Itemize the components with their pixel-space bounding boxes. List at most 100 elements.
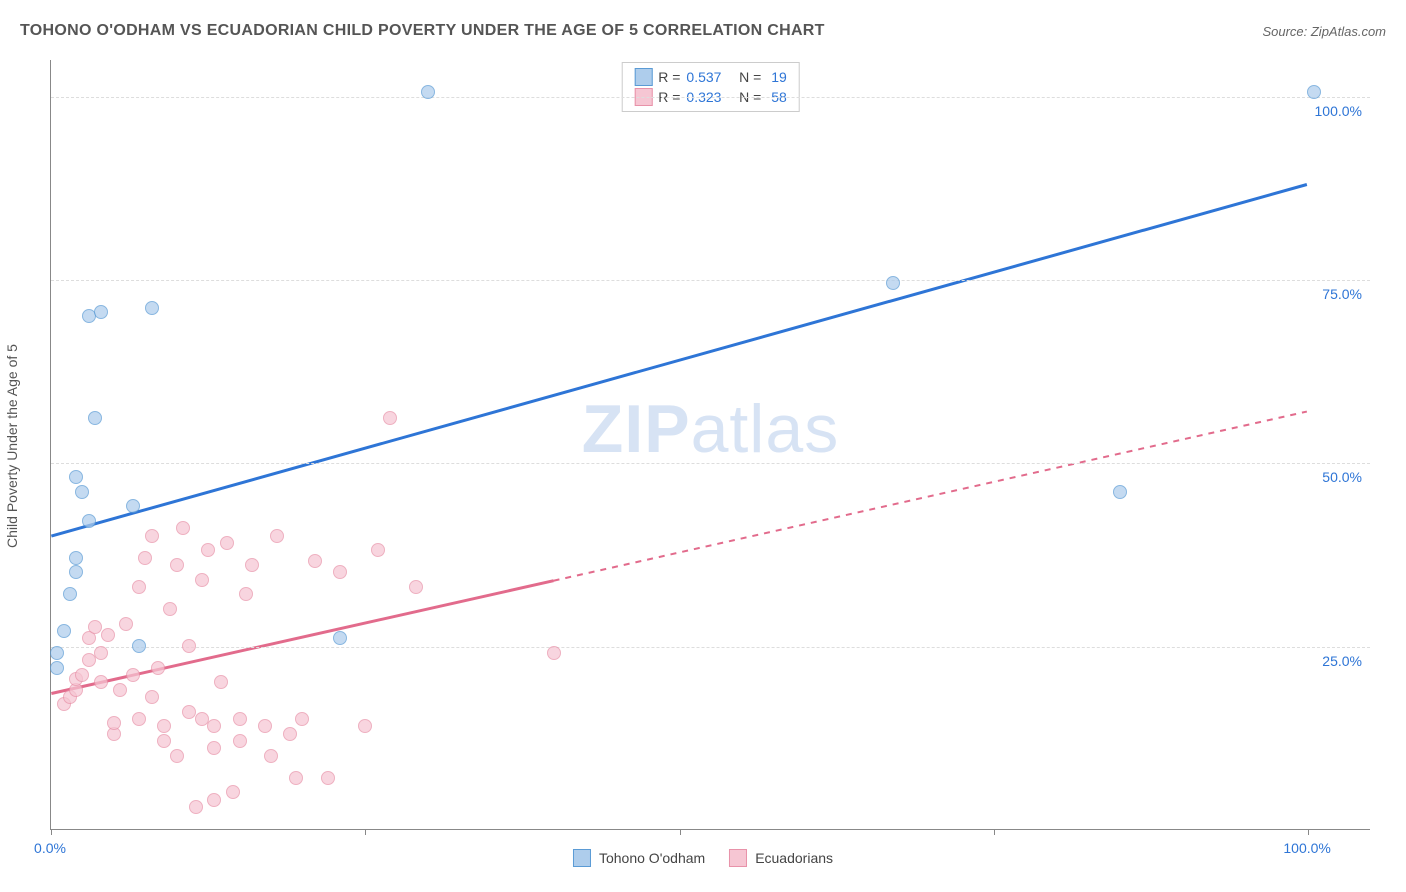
data-point: [289, 771, 303, 785]
r-label: R =: [658, 69, 680, 85]
gridline: [51, 647, 1370, 648]
legend-item: Tohono O'odham: [573, 849, 705, 867]
chart-title: TOHONO O'ODHAM VS ECUADORIAN CHILD POVER…: [20, 22, 825, 40]
legend-label: Ecuadorians: [755, 850, 833, 866]
data-point: [126, 668, 140, 682]
data-point: [126, 499, 140, 513]
data-point: [138, 551, 152, 565]
legend-swatch: [634, 68, 652, 86]
x-tick: [680, 829, 681, 835]
data-point: [145, 690, 159, 704]
data-point: [207, 719, 221, 733]
data-point: [176, 521, 190, 535]
data-point: [358, 719, 372, 733]
x-tick-label: 0.0%: [34, 840, 66, 856]
data-point: [182, 639, 196, 653]
data-point: [207, 741, 221, 755]
gridline: [51, 97, 1370, 98]
data-point: [233, 734, 247, 748]
data-point: [101, 628, 115, 642]
data-point: [113, 683, 127, 697]
data-point: [145, 529, 159, 543]
data-point: [421, 85, 435, 99]
data-point: [214, 675, 228, 689]
data-point: [270, 529, 284, 543]
data-point: [295, 712, 309, 726]
data-point: [50, 661, 64, 675]
legend-swatch: [573, 849, 591, 867]
data-point: [50, 646, 64, 660]
data-point: [151, 661, 165, 675]
data-point: [94, 305, 108, 319]
data-point: [170, 749, 184, 763]
data-point: [239, 587, 253, 601]
y-tick-label: 75.0%: [1322, 286, 1362, 302]
data-point: [107, 716, 121, 730]
data-point: [75, 668, 89, 682]
data-point: [245, 558, 259, 572]
data-point: [195, 573, 209, 587]
data-point: [226, 785, 240, 799]
gridline: [51, 463, 1370, 464]
data-point: [283, 727, 297, 741]
data-point: [132, 639, 146, 653]
y-axis-label: Child Poverty Under the Age of 5: [4, 344, 20, 548]
x-tick: [51, 829, 52, 835]
data-point: [201, 543, 215, 557]
data-point: [163, 602, 177, 616]
source-label: Source: ZipAtlas.com: [1262, 24, 1386, 39]
series-legend: Tohono O'odham Ecuadorians: [573, 838, 833, 878]
data-point: [371, 543, 385, 557]
data-point: [233, 712, 247, 726]
data-point: [1307, 85, 1321, 99]
data-point: [119, 617, 133, 631]
legend-swatch: [729, 849, 747, 867]
data-point: [88, 411, 102, 425]
data-point: [69, 470, 83, 484]
gridline: [51, 280, 1370, 281]
data-point: [1113, 485, 1127, 499]
data-point: [383, 411, 397, 425]
data-point: [63, 587, 77, 601]
data-point: [409, 580, 423, 594]
x-tick: [365, 829, 366, 835]
data-point: [321, 771, 335, 785]
x-tick: [994, 829, 995, 835]
data-point: [69, 565, 83, 579]
data-point: [82, 653, 96, 667]
legend-item: Ecuadorians: [729, 849, 833, 867]
data-point: [94, 675, 108, 689]
y-tick-label: 100.0%: [1315, 103, 1362, 119]
data-point: [157, 734, 171, 748]
y-tick-label: 25.0%: [1322, 653, 1362, 669]
data-point: [333, 565, 347, 579]
r-value: 0.537: [686, 69, 721, 85]
data-point: [207, 793, 221, 807]
data-point: [157, 719, 171, 733]
x-tick: [1308, 829, 1309, 835]
data-point: [547, 646, 561, 660]
n-label: N =: [727, 69, 761, 85]
data-point: [82, 514, 96, 528]
data-point: [132, 580, 146, 594]
data-point: [94, 646, 108, 660]
data-point: [264, 749, 278, 763]
y-tick-label: 50.0%: [1322, 469, 1362, 485]
correlation-legend: R = 0.537 N = 19 R = 0.323 N = 58: [621, 62, 800, 112]
trend-lines: [51, 60, 1370, 829]
data-point: [69, 551, 83, 565]
data-point: [189, 800, 203, 814]
data-point: [132, 712, 146, 726]
n-value: 19: [767, 69, 786, 85]
legend-row: R = 0.537 N = 19: [634, 67, 787, 87]
data-point: [220, 536, 234, 550]
x-tick-label: 100.0%: [1283, 840, 1330, 856]
plot-area: ZIPatlas R = 0.537 N = 19 R = 0.323 N = …: [50, 60, 1370, 830]
data-point: [75, 485, 89, 499]
data-point: [145, 301, 159, 315]
data-point: [57, 624, 71, 638]
data-point: [170, 558, 184, 572]
data-point: [308, 554, 322, 568]
data-point: [258, 719, 272, 733]
data-point: [333, 631, 347, 645]
